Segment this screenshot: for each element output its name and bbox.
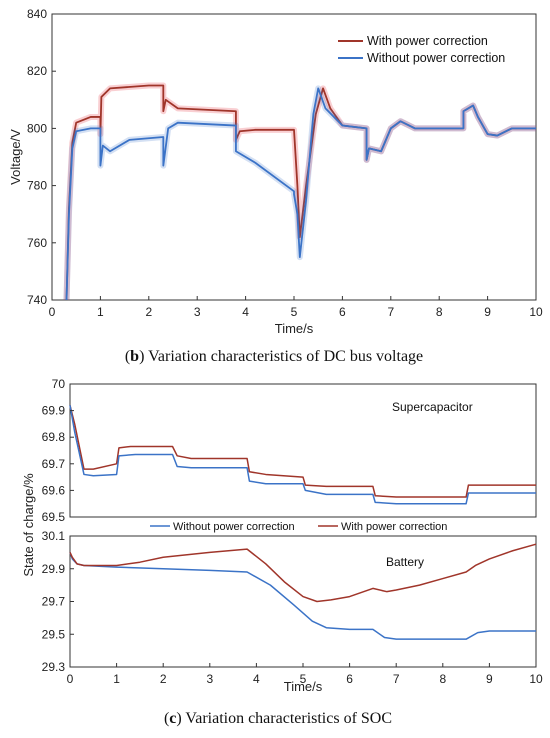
- y-tick-label: 820: [27, 64, 47, 78]
- x-tick-label: 5: [300, 672, 307, 686]
- y-tick-label: 69.7: [42, 457, 66, 471]
- voltage-caption-letter: b: [130, 348, 139, 365]
- y-tick-label: 69.8: [42, 430, 66, 444]
- y-tick-label: 29.5: [42, 627, 66, 641]
- x-tick-label: 7: [393, 672, 400, 686]
- y-tick-label: 29.7: [42, 595, 66, 609]
- legend-label-with-correction: With power correction: [367, 34, 488, 48]
- x-tick-label: 0: [49, 305, 56, 319]
- series-line: [69, 543, 537, 603]
- x-tick-label: 1: [113, 672, 120, 686]
- voltage-legend: With power correction Without power corr…: [338, 34, 505, 65]
- voltage-series-group: [63, 82, 536, 301]
- soc-y-label: State of charge/%: [21, 473, 36, 577]
- y-tick-label: 70: [52, 377, 66, 391]
- x-tick-label: 5: [291, 305, 298, 319]
- battery-x-label: Time/s: [284, 679, 323, 694]
- supercapacitor-plot-area: [69, 383, 537, 518]
- x-tick-label: 8: [436, 305, 443, 319]
- x-tick-label: 4: [242, 305, 249, 319]
- supercapacitor-ticks: 69.5 69.6 69.7 69.8 69.9 70: [42, 377, 74, 524]
- y-tick-label: 69.5: [42, 510, 66, 524]
- supercapacitor-chart: 69.5 69.6 69.7 69.8 69.9 70 Supercapacitor: [42, 377, 537, 524]
- legend-label-without-correction-soc: Without power correction: [173, 521, 295, 533]
- y-tick-label: 840: [27, 7, 47, 21]
- y-tick-label: 69.6: [42, 483, 66, 497]
- voltage-x-label: Time/s: [275, 321, 314, 336]
- x-tick-label: 1: [97, 305, 104, 319]
- y-tick-label: 30.1: [42, 529, 66, 543]
- battery-chart: 29.3 29.5 29.7 29.9 30.1 0 1 2 3 4 5 6 7 8 9 10 Battery…: [42, 521, 543, 694]
- y-tick-label: 800: [27, 121, 47, 135]
- series-line: [69, 405, 536, 505]
- voltage-ticks: 740 760 780 800 820 840 0 1 2 3 4 5 6 7 8 9 10: [27, 7, 543, 319]
- series-line: [69, 405, 536, 498]
- legend-label-with-correction-soc: With power correction: [341, 521, 447, 533]
- x-tick-label: 4: [253, 672, 260, 686]
- voltage-caption-text: Variation characteristics of DC bus volt…: [144, 348, 423, 365]
- battery-series-group: [69, 543, 537, 640]
- x-tick-label: 9: [486, 672, 493, 686]
- series-line: [65, 87, 536, 301]
- battery-label: Battery: [386, 555, 424, 569]
- y-tick-label: 29.9: [42, 562, 66, 576]
- voltage-chart: 740 760 780 800 820 840 0 1 2 3 4 5 6 7 8 9 10 Time/s Vo…: [8, 7, 543, 365]
- x-tick-label: 8: [439, 672, 446, 686]
- x-tick-label: 6: [339, 305, 346, 319]
- supercapacitor-label: Supercapacitor: [392, 400, 473, 414]
- supercapacitor-series-group: [69, 405, 536, 505]
- soc-legend: Without power correction With power corr…: [150, 521, 447, 533]
- y-tick-label: 780: [27, 179, 47, 193]
- x-tick-label: 7: [387, 305, 394, 319]
- soc-caption: (c) Variation characteristics of SOC: [164, 710, 392, 727]
- soc-caption-letter: c: [169, 710, 176, 727]
- x-tick-label: 2: [145, 305, 152, 319]
- legend-label-without-correction: Without power correction: [367, 51, 505, 65]
- y-tick-label: 69.9: [42, 404, 66, 418]
- x-tick-label: 2: [160, 672, 167, 686]
- x-tick-label: 10: [529, 672, 543, 686]
- x-tick-label: 3: [194, 305, 201, 319]
- y-tick-label: 29.3: [42, 660, 66, 674]
- x-tick-label: 10: [529, 305, 543, 319]
- x-tick-label: 6: [346, 672, 353, 686]
- x-tick-label: 0: [67, 672, 74, 686]
- y-tick-label: 740: [27, 293, 47, 307]
- voltage-y-label: Voltage/V: [8, 129, 23, 185]
- soc-caption-text: Variation characteristics of SOC: [182, 710, 392, 727]
- x-tick-label: 9: [484, 305, 491, 319]
- y-tick-label: 760: [27, 236, 47, 250]
- voltage-caption: (b) Variation characteristics of DC bus …: [125, 348, 423, 365]
- battery-ticks: 29.3 29.5 29.7 29.9 30.1 0 1 2 3 4 5 6 7 8 9 10: [42, 529, 543, 686]
- x-tick-label: 3: [206, 672, 213, 686]
